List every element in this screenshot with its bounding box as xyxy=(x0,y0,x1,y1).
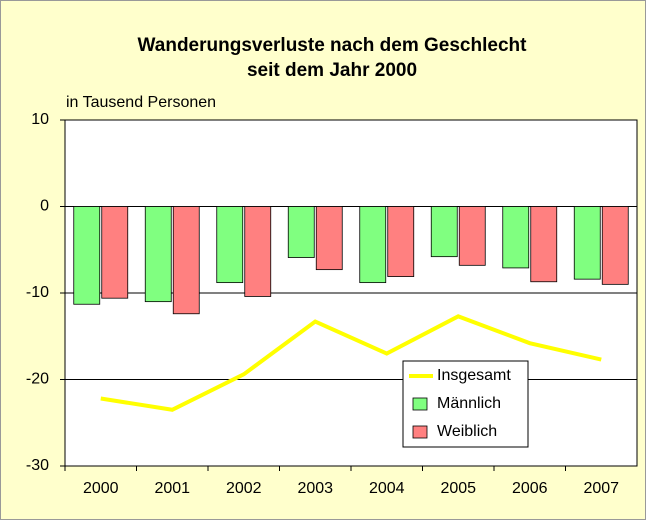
chart-title: seit dem Jahr 2000 xyxy=(247,60,417,81)
y-tick-label: 10 xyxy=(31,111,49,128)
bar xyxy=(101,206,129,299)
bar xyxy=(387,206,415,277)
y-tick-label: -10 xyxy=(26,284,49,301)
x-tick-label: 2001 xyxy=(154,480,190,497)
x-tick-label: 2007 xyxy=(583,480,619,497)
x-tick-label: 2002 xyxy=(226,480,262,497)
bar xyxy=(287,206,315,258)
x-tick-label: 2000 xyxy=(83,480,119,497)
y-tick-label: -20 xyxy=(26,371,49,388)
bar xyxy=(530,206,558,283)
bar xyxy=(458,206,486,266)
bar xyxy=(359,206,387,284)
bar xyxy=(73,206,101,305)
bar xyxy=(315,206,343,271)
legend-label: Insgesamt xyxy=(437,367,511,384)
chart-title: Wanderungsverluste nach dem Geschlecht xyxy=(138,35,528,56)
legend-label: Weiblich xyxy=(437,423,497,440)
x-tick-label: 2003 xyxy=(297,480,333,497)
x-tick-label: 2006 xyxy=(512,480,548,497)
legend-swatch xyxy=(412,397,428,411)
y-tick-label: -30 xyxy=(26,457,49,474)
x-tick-label: 2004 xyxy=(369,480,405,497)
bar xyxy=(502,206,530,269)
bar xyxy=(244,206,272,297)
bar xyxy=(172,206,200,315)
bar xyxy=(144,206,172,303)
x-tick-label: 2005 xyxy=(440,480,476,497)
legend-label: Männlich xyxy=(437,395,501,412)
y-axis-label: in Tausend Personen xyxy=(66,94,216,111)
legend-swatch xyxy=(412,425,428,439)
plot-border xyxy=(64,119,638,467)
y-tick-label: 0 xyxy=(40,198,49,215)
bar xyxy=(601,206,629,285)
bar xyxy=(430,206,458,258)
line xyxy=(100,314,602,412)
bar xyxy=(573,206,601,280)
bar xyxy=(216,206,244,284)
